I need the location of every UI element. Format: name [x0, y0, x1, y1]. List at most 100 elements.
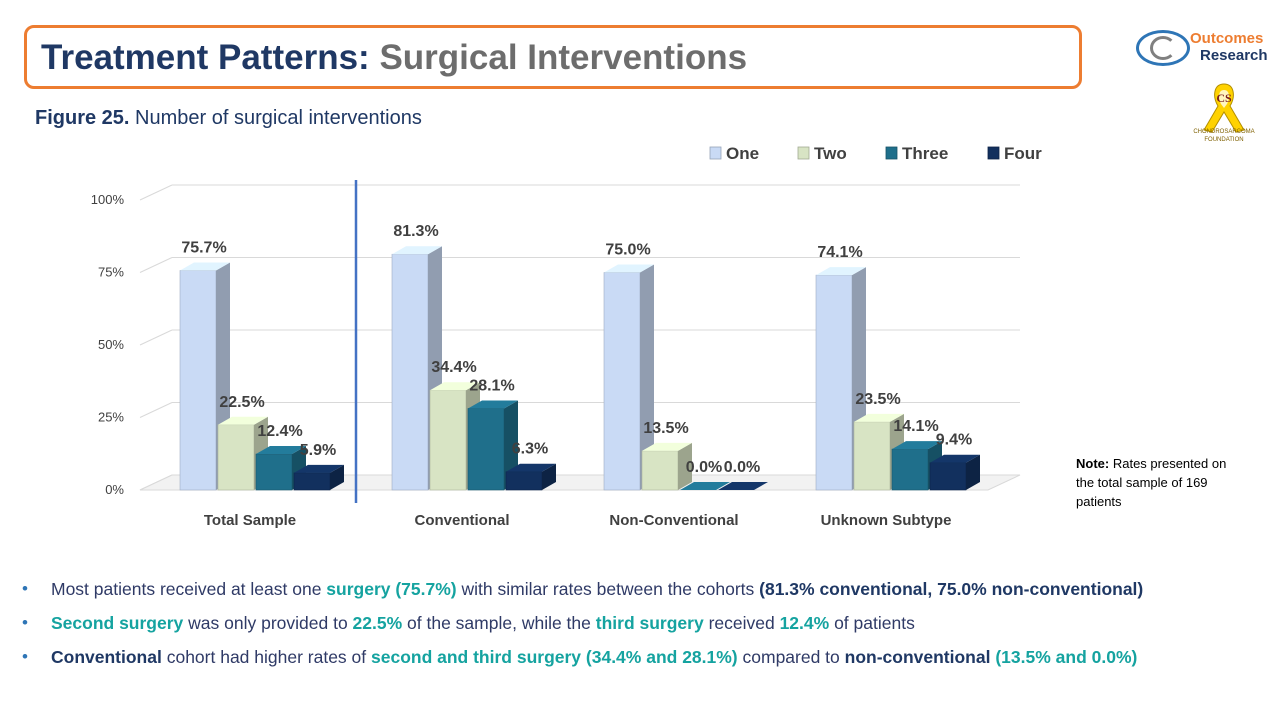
bar: [929, 462, 967, 491]
bullet-text-segment: was only provided to: [183, 613, 353, 633]
gridline-side: [139, 184, 173, 201]
bar-top: [294, 464, 344, 473]
y-tick-label: 100%: [91, 192, 125, 207]
bullet-text-segment: cohort had higher rates of: [161, 647, 371, 667]
bar: [891, 448, 929, 491]
bar: [641, 450, 679, 491]
bullet-text-segment: of the sample, while the: [402, 613, 596, 633]
data-label: 81.3%: [393, 223, 438, 240]
bar: [293, 472, 331, 491]
gridline-side: [139, 402, 173, 418]
y-tick-label: 0%: [105, 482, 124, 497]
legend-label: Three: [902, 144, 948, 163]
bullet-text-segment: 12.4%: [779, 613, 830, 633]
bar: [603, 272, 641, 491]
bar-top: [604, 264, 654, 273]
logo-line1: Outcomes: [1190, 30, 1264, 47]
bar-top: [180, 262, 230, 271]
bullet-text-segment: non-conventional: [844, 647, 991, 667]
bar-top: [892, 441, 942, 450]
title-main: Treatment Patterns:: [41, 38, 370, 77]
bar-top: [680, 482, 730, 490]
bullet-text-segment: 22.5%: [352, 613, 403, 633]
data-label: 22.5%: [219, 394, 264, 411]
bullet-text-segment: Most patients received at least one: [51, 579, 327, 599]
ribbon-letters: CS: [1216, 91, 1232, 105]
bar: [255, 453, 293, 491]
x-category-label: Non-Conventional: [609, 512, 738, 529]
bar: [429, 389, 467, 491]
legend-label: Two: [814, 144, 847, 163]
data-label: 0.0%: [724, 459, 760, 476]
legend-label: Four: [1004, 144, 1042, 163]
x-category-label: Conventional: [414, 512, 509, 529]
outcomes-research-logo: Outcomes Research: [1134, 28, 1274, 72]
title-sub: Surgical Interventions: [379, 38, 748, 77]
bullet-dot-icon: •: [22, 647, 28, 666]
title-box: Treatment Patterns: Surgical Interventio…: [24, 25, 1082, 89]
bullet-text-segment: with similar rates between the cohorts: [456, 579, 760, 599]
summary-bullets: • Most patients received at least one sur…: [22, 572, 1272, 674]
gridline-side: [139, 257, 173, 273]
x-category-label: Total Sample: [204, 512, 296, 529]
page-title: Treatment Patterns: Surgical Interventio…: [41, 38, 1065, 78]
bar-top: [506, 463, 556, 472]
bar-side: [542, 463, 556, 490]
data-label: 75.7%: [181, 239, 226, 256]
data-label: 5.9%: [300, 442, 336, 459]
bullet-text-segment: second and third surgery (34.4% and 28.1…: [371, 647, 738, 667]
data-label: 28.1%: [469, 378, 514, 395]
data-label: 13.5%: [643, 420, 688, 437]
bullet-text-segment: Second surgery: [51, 613, 184, 633]
data-label: 0.0%: [686, 459, 722, 476]
ribbon-caption: CHONDROSARCOMA FOUNDATION: [1193, 129, 1255, 143]
bar-side: [330, 464, 344, 490]
note-label: Note:: [1076, 456, 1110, 471]
bar-chart: 0% 25% 50% 75% 100% 75.7% 22.5% 12.4% 5.9% Total …: [91, 144, 1042, 529]
y-tick-label: 25%: [98, 410, 124, 425]
bar-top: [392, 246, 442, 255]
data-label: 75.0%: [605, 242, 650, 259]
data-label: 12.4%: [257, 423, 302, 440]
data-label: 9.4%: [936, 432, 972, 449]
legend-swatch: [709, 146, 722, 160]
figure-caption: Figure 25. Number of surgical interventi…: [35, 107, 422, 130]
bullet-text-segment: (13.5% and 0.0%): [990, 647, 1138, 667]
bullet-item: • Conventional cohort had higher rates of…: [22, 640, 1272, 674]
bar-top: [718, 482, 768, 490]
bar-top: [430, 382, 480, 391]
bar-top: [642, 442, 692, 451]
bar-top: [256, 446, 306, 455]
bar: [853, 421, 891, 491]
bar: [179, 270, 217, 491]
legend-swatch: [797, 146, 810, 160]
data-label: 6.3%: [512, 441, 548, 458]
data-label: 34.4%: [431, 359, 476, 376]
bar-top: [218, 416, 268, 425]
y-tick-label: 75%: [98, 265, 124, 280]
chart-note: Note: Rates presented on the total sampl…: [1076, 454, 1246, 511]
bullet-dot-icon: •: [22, 613, 28, 632]
x-category-label: Unknown Subtype: [821, 512, 952, 529]
figure-label: Figure 25.: [35, 107, 130, 129]
bar: [467, 408, 505, 491]
bullet-item: • Second surgery was only provided to 22.…: [22, 606, 1272, 640]
bullet-dot-icon: •: [22, 579, 28, 598]
bullet-text-segment: Conventional: [51, 647, 162, 667]
bullet-text-segment: third surgery: [595, 613, 704, 633]
bar-top: [816, 267, 866, 276]
awareness-ribbon-icon: CS: [1203, 83, 1245, 133]
logo-line2: Research: [1200, 47, 1268, 64]
bar: [217, 424, 255, 491]
bullet-text-segment: surgery (75.7%): [326, 579, 457, 599]
note-text: Rates presented on the total sample of 1…: [1076, 456, 1227, 509]
bar: [505, 471, 543, 491]
bar-side: [678, 442, 692, 490]
bullet-text-segment: (81.3% conventional, 75.0% non-conventio…: [759, 579, 1144, 599]
bar-top: [854, 413, 904, 422]
data-label: 14.1%: [893, 418, 938, 435]
bar-top: [468, 400, 518, 409]
bar-side: [640, 264, 654, 490]
bar: [391, 253, 429, 491]
bar-top: [930, 454, 980, 463]
